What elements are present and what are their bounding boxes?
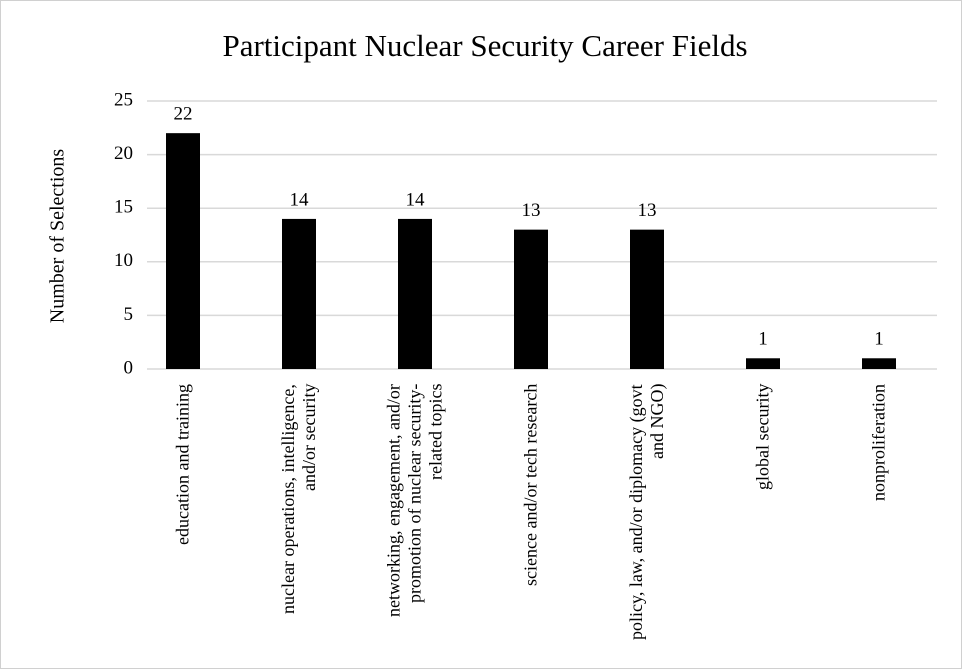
y-tick-label: 0 [124, 357, 134, 378]
bar [166, 133, 200, 369]
data-label: 13 [522, 200, 541, 221]
bar [514, 229, 548, 369]
data-label: 22 [174, 104, 193, 125]
y-tick-label: 15 [114, 197, 133, 218]
data-label: 1 [874, 329, 884, 350]
data-label: 13 [638, 200, 657, 221]
chart-title: Participant Nuclear Security Career Fiel… [222, 28, 747, 63]
bar [398, 218, 432, 369]
x-tick-label: policy, law, and/or diplomacy (govt and … [626, 384, 667, 640]
x-tick-label: networking, engagement, and/or promotion… [383, 384, 446, 617]
bar [282, 218, 316, 369]
x-tick-label: education and training [172, 384, 193, 545]
x-tick-label: global security [752, 384, 773, 491]
y-tick-label: 25 [114, 89, 133, 110]
x-tick-label: nuclear operations, intelligence, and/or… [278, 384, 319, 614]
bar [630, 229, 664, 369]
y-axis-label: Number of Selections [47, 149, 69, 324]
x-tick-label: science and/or tech research [520, 384, 541, 587]
y-tick-label: 20 [114, 143, 133, 164]
data-label: 14 [290, 189, 310, 210]
y-tick-label: 10 [114, 250, 133, 271]
bar [746, 358, 780, 369]
bar [862, 358, 896, 369]
x-tick-label: nonproliferation [868, 384, 889, 501]
data-label: 14 [406, 189, 426, 210]
data-label: 1 [758, 329, 768, 350]
y-tick-label: 5 [124, 304, 134, 325]
